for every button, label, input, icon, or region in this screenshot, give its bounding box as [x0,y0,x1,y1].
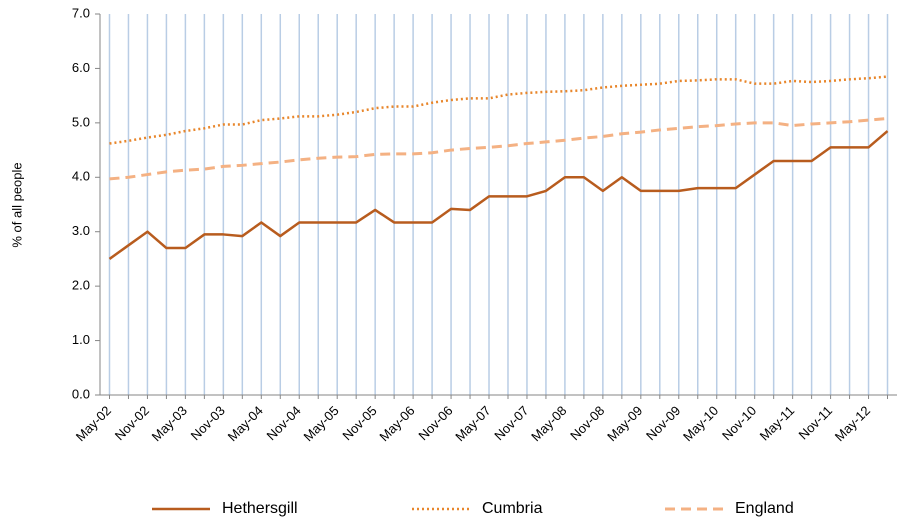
y-axis-label: % of all people [9,162,24,247]
x-tick-label: Nov-08 [567,403,607,443]
y-tick-label: 4.0 [72,169,90,184]
y-tick-label: 6.0 [72,60,90,75]
legend-label: England [735,500,794,517]
x-tick-label: Nov-06 [415,403,455,443]
legend: Hethersgill Cumbria England [152,500,794,517]
x-tick-label: Nov-05 [339,403,379,443]
legend-label: Cumbria [482,500,543,517]
series-line [109,75,888,145]
x-tick-label: May-02 [73,403,114,444]
y-tick-label: 7.0 [72,5,90,20]
x-tick-label: Nov-03 [188,403,228,443]
x-tick-label: Nov-02 [112,403,152,443]
series-line [109,117,888,181]
x-tick-label: Nov-07 [491,403,531,443]
y-tick-label: 2.0 [72,278,90,293]
x-tick-label: May-12 [832,403,873,444]
x-tick-label: May-06 [376,403,417,444]
x-tick-label: May-09 [604,403,645,444]
y-tick-label: 5.0 [72,114,90,129]
y-tick-label: 3.0 [72,223,90,238]
x-tick-label: May-11 [757,403,798,444]
series-line [108,130,889,260]
x-tick-label: May-07 [452,403,493,444]
x-tick-label: May-03 [149,403,190,444]
x-tick-label: May-10 [680,403,721,444]
y-tick-label: 1.0 [72,332,90,347]
x-tick-label: Nov-11 [796,403,836,443]
x-tick-label: May-08 [528,403,569,444]
y-tick-label: 0.0 [72,386,90,401]
x-tick-label: May-04 [225,403,266,444]
legend-label: Hethersgill [222,500,298,517]
x-tick-label: Nov-10 [719,403,759,443]
x-tick-label: Nov-04 [264,403,304,443]
x-tick-label: May-05 [300,403,341,444]
x-tick-label: Nov-09 [643,403,683,443]
